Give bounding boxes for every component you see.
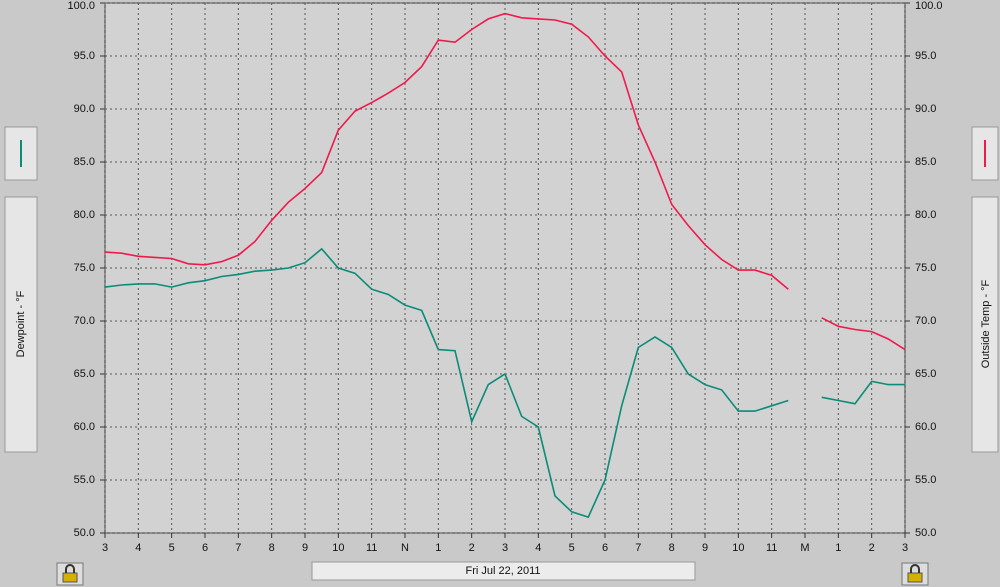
series-line — [104, 247, 789, 519]
y2-tick-label: 75.0 — [915, 262, 936, 274]
x-tick-label: 10 — [332, 542, 344, 554]
x-tick-label: 11 — [366, 542, 377, 554]
x-tick-label: 7 — [635, 542, 641, 554]
axis-label-box — [4, 196, 38, 453]
x-tick-label: 5 — [169, 542, 175, 554]
x-tick-label: 2 — [469, 542, 475, 554]
y2-tick-label: 90.0 — [915, 103, 936, 115]
x-tick-label: N — [401, 542, 409, 554]
y-tick-label: 95.0 — [74, 50, 95, 62]
x-tick-label: 3 — [102, 542, 108, 554]
x-tick-label: 8 — [669, 542, 675, 554]
y-tick-label: 100.0 — [67, 0, 95, 12]
lock-icon[interactable] — [56, 562, 84, 586]
y2-tick-label: 85.0 — [915, 156, 936, 168]
series-line — [104, 12, 789, 290]
x-tick-label: 8 — [269, 542, 275, 554]
series-line — [821, 380, 905, 405]
y-tick-label: 55.0 — [74, 474, 95, 486]
y2-tick-label: 55.0 — [915, 474, 936, 486]
x-tick-label: 4 — [535, 542, 541, 554]
y-tick-label: 85.0 — [74, 156, 95, 168]
lock-icon[interactable] — [901, 562, 929, 586]
x-tick-label: 7 — [235, 542, 241, 554]
x-tick-label: 9 — [302, 542, 308, 554]
x-tick-label: M — [800, 542, 809, 554]
x-tick-label: 1 — [835, 542, 841, 554]
y2-tick-label: 65.0 — [915, 368, 936, 380]
x-tick-label: 3 — [902, 542, 908, 554]
y-tick-label: 80.0 — [74, 209, 95, 221]
x-tick-label: 2 — [869, 542, 875, 554]
x-tick-label: 6 — [202, 542, 208, 554]
y2-tick-label: 60.0 — [915, 421, 936, 433]
series-line — [821, 317, 906, 351]
y2-tick-label: 80.0 — [915, 209, 936, 221]
y2-axis-label: Outside Temp - °F — [980, 279, 992, 368]
y-axis-label: Dewpoint - °F — [15, 290, 27, 357]
y2-tick-label: 95.0 — [915, 50, 936, 62]
y2-tick-label: 50.0 — [915, 527, 936, 539]
x-tick-label: 6 — [602, 542, 608, 554]
x-tick-label: 4 — [135, 542, 141, 554]
x-tick-label: 9 — [702, 542, 708, 554]
date-box — [311, 561, 696, 581]
y-tick-label: 70.0 — [74, 315, 95, 327]
y-tick-label: 90.0 — [74, 103, 95, 115]
x-tick-label: 1 — [435, 542, 441, 554]
y2-tick-label: 70.0 — [915, 315, 936, 327]
y-tick-label: 65.0 — [74, 368, 95, 380]
x-axis-label: Fri Jul 22, 2011 — [465, 565, 540, 577]
y-tick-label: 50.0 — [74, 527, 95, 539]
x-tick-label: 3 — [502, 542, 508, 554]
x-tick-label: 5 — [569, 542, 575, 554]
x-tick-label: 10 — [732, 542, 744, 554]
y-tick-label: 75.0 — [74, 262, 95, 274]
axis-label-box — [971, 196, 999, 453]
x-tick-label: 11 — [766, 542, 777, 554]
y2-tick-label: 100.0 — [915, 0, 943, 12]
y-tick-label: 60.0 — [74, 421, 95, 433]
